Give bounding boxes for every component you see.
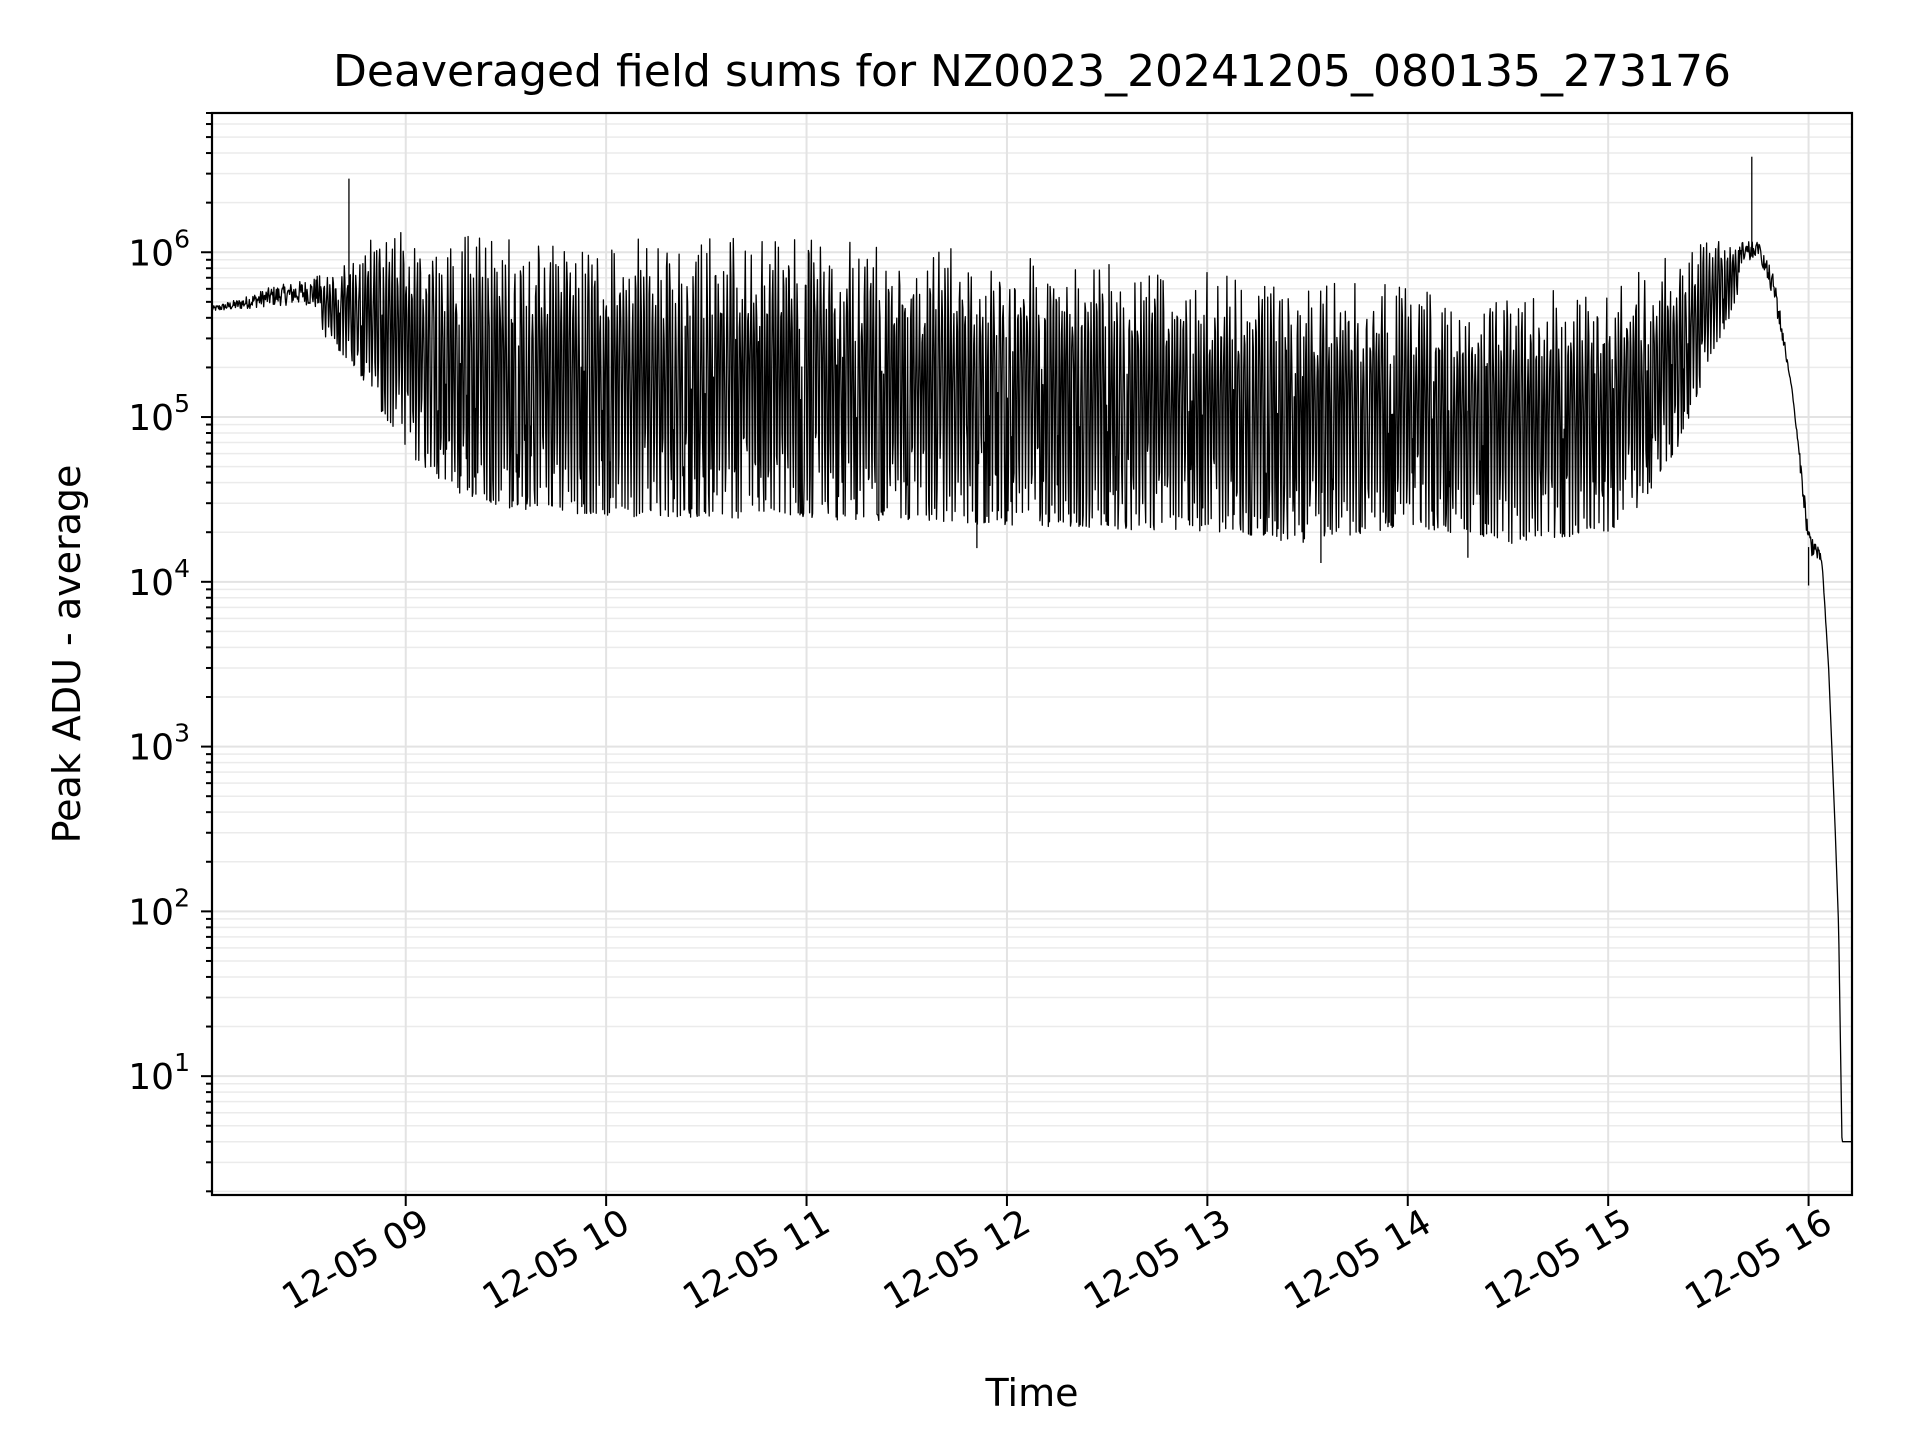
y-axis: 101 102 103 104 105 106 [128,112,212,1193]
series-layer [212,156,1852,1143]
y-tick-label: 106 [128,224,190,274]
plot-frame [210,111,1854,1197]
chart-title: Deaveraged field sums for NZ0023_2024120… [333,46,1731,97]
y-tick-label: 102 [128,883,190,933]
y-tick-label: 101 [128,1048,190,1098]
plot-area [212,156,1852,1143]
y-tick-label: 103 [128,719,190,769]
y-tick-label: 105 [128,389,190,439]
x-axis-label: Time [985,1371,1079,1415]
series-line [212,231,1852,1143]
y-axis-label: Peak ADU - average [45,465,89,844]
y-tick-label: 104 [128,554,190,604]
